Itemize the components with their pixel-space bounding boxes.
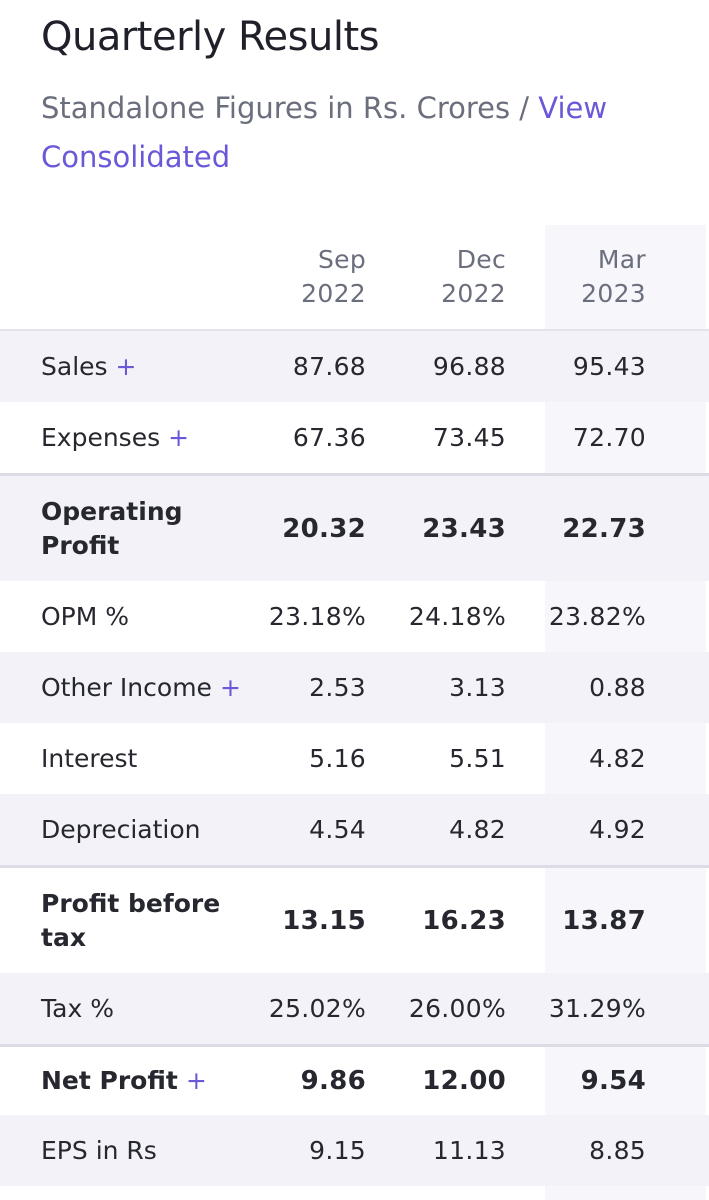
cell-value: 31.29% xyxy=(548,994,646,1023)
cell-value: 25.02% xyxy=(268,994,366,1023)
cell-value: 24.18% xyxy=(408,602,506,631)
cell-value: 9.86 xyxy=(300,1066,366,1096)
view-consolidated-link[interactable]: View Consolidated xyxy=(41,91,608,174)
column-year: 2022 xyxy=(301,279,366,308)
cell-value: 96.88 xyxy=(432,352,506,381)
table-row-profit-before-tax: Profit before tax 13.15 16.23 13.87 xyxy=(0,865,709,973)
cell-value: 5.51 xyxy=(449,744,506,773)
subtitle-text: Standalone Figures in Rs. Crores / xyxy=(41,91,539,125)
row-label-text: Net Profit xyxy=(41,1066,178,1095)
row-label: Operating Profit xyxy=(41,496,183,560)
cell-value: 72.70 xyxy=(572,423,646,452)
cell-value: 13.15 xyxy=(282,905,366,936)
row-label: Interest xyxy=(41,743,138,773)
row-label[interactable]: Net Profit + xyxy=(0,1064,246,1098)
row-label-text: Sales xyxy=(41,351,108,381)
page-subtitle: Standalone Figures in Rs. Crores / View … xyxy=(41,84,661,182)
table-row-expenses[interactable]: Expenses + 67.36 73.45 72.70 xyxy=(0,402,709,473)
table-row-net-profit[interactable]: Net Profit + 9.86 12.00 9.54 xyxy=(0,1044,709,1115)
cell-value: 4.82 xyxy=(449,815,506,844)
column-header-sep-2022: Sep 2022 xyxy=(246,225,386,329)
column-year: 2023 xyxy=(581,279,646,308)
cell-value: 23.43 xyxy=(422,513,506,544)
cell-value: 22.73 xyxy=(562,513,646,544)
column-header-mar-2023: Mar 2023 xyxy=(526,225,666,329)
row-label[interactable]: Sales + xyxy=(0,350,246,384)
column-month: Sep xyxy=(317,245,366,274)
expand-plus-icon[interactable]: + xyxy=(115,351,137,381)
page-title: Quarterly Results xyxy=(41,14,379,60)
cell-value: 4.54 xyxy=(309,815,366,844)
column-header-dec-2022: Dec 2022 xyxy=(386,225,526,329)
column-month: Mar xyxy=(597,245,646,274)
row-label-text: Other Income xyxy=(41,672,212,702)
cell-value: 11.13 xyxy=(432,1136,506,1165)
cell-value: 23.82% xyxy=(548,602,646,631)
cell-value: 4.92 xyxy=(589,815,646,844)
cell-value: 16.23 xyxy=(422,905,506,936)
cell-value: 95.43 xyxy=(572,352,646,381)
cell-value: 5.16 xyxy=(309,744,366,773)
expand-plus-icon[interactable]: + xyxy=(219,672,241,702)
row-label: Tax % xyxy=(41,993,114,1023)
cell-value: 2.53 xyxy=(309,673,366,702)
cell-value: 3.13 xyxy=(449,673,506,702)
expand-plus-icon[interactable]: + xyxy=(185,1066,207,1095)
row-label: Profit before tax xyxy=(41,888,221,952)
row-label: EPS in Rs xyxy=(41,1135,157,1165)
row-label: OPM % xyxy=(41,601,130,631)
cell-value: 67.36 xyxy=(292,423,366,452)
cell-value: 87.68 xyxy=(292,352,366,381)
table-row-other-income[interactable]: Other Income + 2.53 3.13 0.88 xyxy=(0,652,709,723)
cell-value: 9.54 xyxy=(580,1066,646,1096)
header-empty-cell xyxy=(0,225,246,329)
table-row-depreciation: Depreciation 4.54 4.82 4.92 xyxy=(0,794,709,865)
cell-value: 9.15 xyxy=(309,1136,366,1165)
column-year: 2022 xyxy=(441,279,506,308)
table-row-interest: Interest 5.16 5.51 4.82 xyxy=(0,723,709,794)
quarterly-results-table: Sep 2022 Dec 2022 Mar 2023 Sales + 87.68 … xyxy=(0,225,709,1200)
table-header-row: Sep 2022 Dec 2022 Mar 2023 xyxy=(0,225,709,331)
table-row-opm: OPM % 23.18% 24.18% 23.82% xyxy=(0,581,709,652)
table-row-sales[interactable]: Sales + 87.68 96.88 95.43 xyxy=(0,331,709,402)
cell-value: 13.87 xyxy=(562,905,646,936)
cell-value: 20.32 xyxy=(282,513,366,544)
column-month: Dec xyxy=(456,245,506,274)
row-label: Depreciation xyxy=(41,814,201,844)
row-label[interactable]: Other Income + xyxy=(0,671,246,705)
row-label-text: Expenses xyxy=(41,422,161,452)
table-row-eps: EPS in Rs 9.15 11.13 8.85 xyxy=(0,1115,709,1186)
expand-plus-icon[interactable]: + xyxy=(168,422,190,452)
cell-value: 8.85 xyxy=(589,1136,646,1165)
row-label[interactable]: Expenses + xyxy=(0,421,246,455)
table-row-operating-profit: Operating Profit 20.32 23.43 22.73 xyxy=(0,473,709,581)
cell-value: 12.00 xyxy=(422,1066,506,1096)
cell-value: 26.00% xyxy=(408,994,506,1023)
cell-value: 4.82 xyxy=(589,744,646,773)
table-row-tax: Tax % 25.02% 26.00% 31.29% xyxy=(0,973,709,1044)
cell-value: 73.45 xyxy=(432,423,506,452)
cell-value: 23.18% xyxy=(268,602,366,631)
cell-value: 0.88 xyxy=(589,673,646,702)
